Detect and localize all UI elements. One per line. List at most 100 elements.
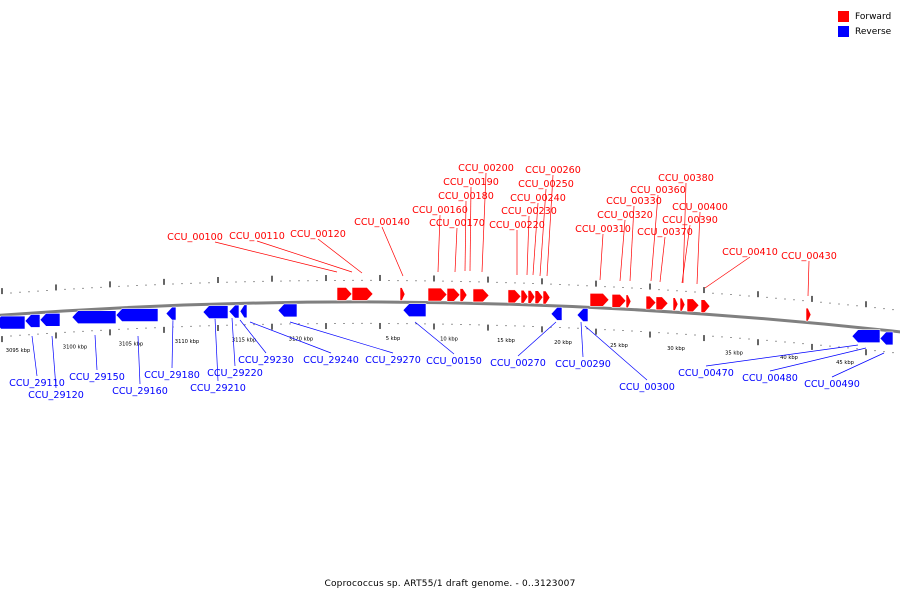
forward-swatch [838,11,849,22]
reverse-gene-label: CCU_29270 [365,355,421,366]
reverse-leader-line [517,321,557,357]
reverse-leader-line [414,321,455,355]
scale-label: 20 kbp [554,340,573,346]
scale-label: 25 kbp [610,343,629,349]
forward-leader-line [437,214,441,273]
reverse-gene-label: CCU_29210 [190,383,246,394]
forward-gene-label: CCU_00250 [518,179,574,190]
forward-leader-line [619,219,626,282]
forward-gene-arrow [507,289,522,304]
reverse-gene-label: CCU_29110 [9,378,65,389]
forward-leader-line [539,188,547,277]
forward-gene-label: CCU_00180 [438,191,494,202]
forward-leader-line [214,241,338,273]
forward-gene-arrow [625,294,632,309]
forward-leader-line [650,194,659,282]
reverse-gene-label: CCU_00270 [490,358,546,369]
reverse-leader-line [831,352,885,378]
forward-gene-arrow [589,293,610,307]
forward-gene-label: CCU_00330 [606,196,662,207]
scale-label: 15 kbp [497,338,516,344]
reverse-gene-label: CCU_29220 [207,368,263,379]
reverse-gene-arrow [239,304,248,319]
forward-gene-arrow [611,294,627,308]
reverse-gene-label: CCU_00300 [619,382,675,393]
reverse-gene-arrow [851,329,881,344]
forward-leader-line [629,205,635,282]
reverse-gene-label: CCU_29150 [69,372,125,383]
legend-item-forward: Forward [838,9,891,24]
forward-leader-line [599,233,604,281]
scale-ticks [1,274,894,356]
forward-gene-label: CCU_00140 [354,217,410,228]
forward-gene-arrow [655,296,669,311]
forward-leader-line [532,202,539,276]
forward-gene-label: CCU_00220 [489,220,545,231]
reverse-gene-label: CCU_29180 [144,370,200,381]
reverse-leader-line [249,321,332,354]
forward-gene-label: CCU_00190 [443,177,499,188]
reverse-gene-arrow [202,305,229,319]
reverse-gene-arrow [115,308,159,322]
forward-leader-line [381,226,404,277]
scale-label: 40 kbp [780,355,799,361]
forward-gene-arrow [542,290,551,305]
forward-gene-arrow [700,299,711,313]
forward-leader-line [256,240,353,273]
legend-label-reverse: Reverse [855,26,892,37]
forward-gene-label: CCU_00390 [662,215,718,226]
forward-gene-label: CCU_00110 [229,231,285,242]
forward-leader-line [469,186,472,272]
forward-gene-label: CCU_00160 [412,205,468,216]
forward-gene-arrow [672,297,679,311]
forward-gene-arrow [534,290,544,305]
forward-leader-line [546,174,554,277]
forward-gene-arrow [351,287,374,301]
forward-leader-line [454,227,458,273]
reverse-gene-label: CCU_00150 [426,356,482,367]
forward-leader-line [807,260,810,297]
forward-gene-arrow [399,287,406,301]
forward-gene-label: CCU_00310 [575,224,631,235]
scale-labels: 3095 kbp 3100 kbp 3105 kbp 3110 kbp 3115 kbp… [6,336,855,366]
backbone-arc [0,300,900,334]
scale-label: 3095 kbp [6,348,31,354]
forward-gene-label: CCU_00120 [290,229,346,240]
forward-gene-label: CCU_00230 [501,206,557,217]
reverse-gene-arrow [165,306,177,321]
reverse-gene-arrow [39,313,61,327]
reverse-leader-line [137,335,141,385]
reverse-gene-arrow [879,331,894,346]
genome-backbone [0,300,900,334]
forward-gene-arrow [459,288,468,302]
forward-gene-label: CCU_00360 [630,185,686,196]
reverse-gene-label: CCU_29120 [28,390,84,401]
forward-gene-label: CCU_00370 [637,227,693,238]
forward-gene-arrow [427,287,448,302]
reverse-gene-label: CCU_00470 [678,368,734,379]
reverse-leader-line [31,335,38,377]
forward-gene-arrow [686,298,700,313]
forward-gene-arrow [645,295,657,310]
reverse-gene-arrow [402,303,427,318]
reverse-gene-arrow [71,310,117,324]
forward-leader-line [682,182,687,284]
forward-gene-label: CCU_00200 [458,163,514,174]
reverse-gene-label: CCU_00490 [804,379,860,390]
forward-leader-line [681,224,691,284]
legend-item-reverse: Reverse [838,24,891,39]
forward-leader-line [464,200,467,272]
reverse-gene-label: CCU_29160 [112,386,168,397]
gene-labels: CCU_00100 CCU_00110 CCU_00120CCU_00140CCU_… [9,163,860,401]
forward-gene-arrow [520,289,529,304]
scale-label: 3115 kbp [232,337,257,343]
forward-leader-line [659,236,666,283]
forward-leader-line [696,211,701,285]
reverse-leader-line [584,325,648,381]
forward-gene-arrow [336,287,353,301]
scale-label: 45 kbp [836,360,855,366]
map-caption: Coprococcus sp. ART55/1 draft genome. - … [324,579,576,589]
forward-gene-arrow [805,307,812,322]
reverse-gene-label: CCU_29240 [303,355,359,366]
